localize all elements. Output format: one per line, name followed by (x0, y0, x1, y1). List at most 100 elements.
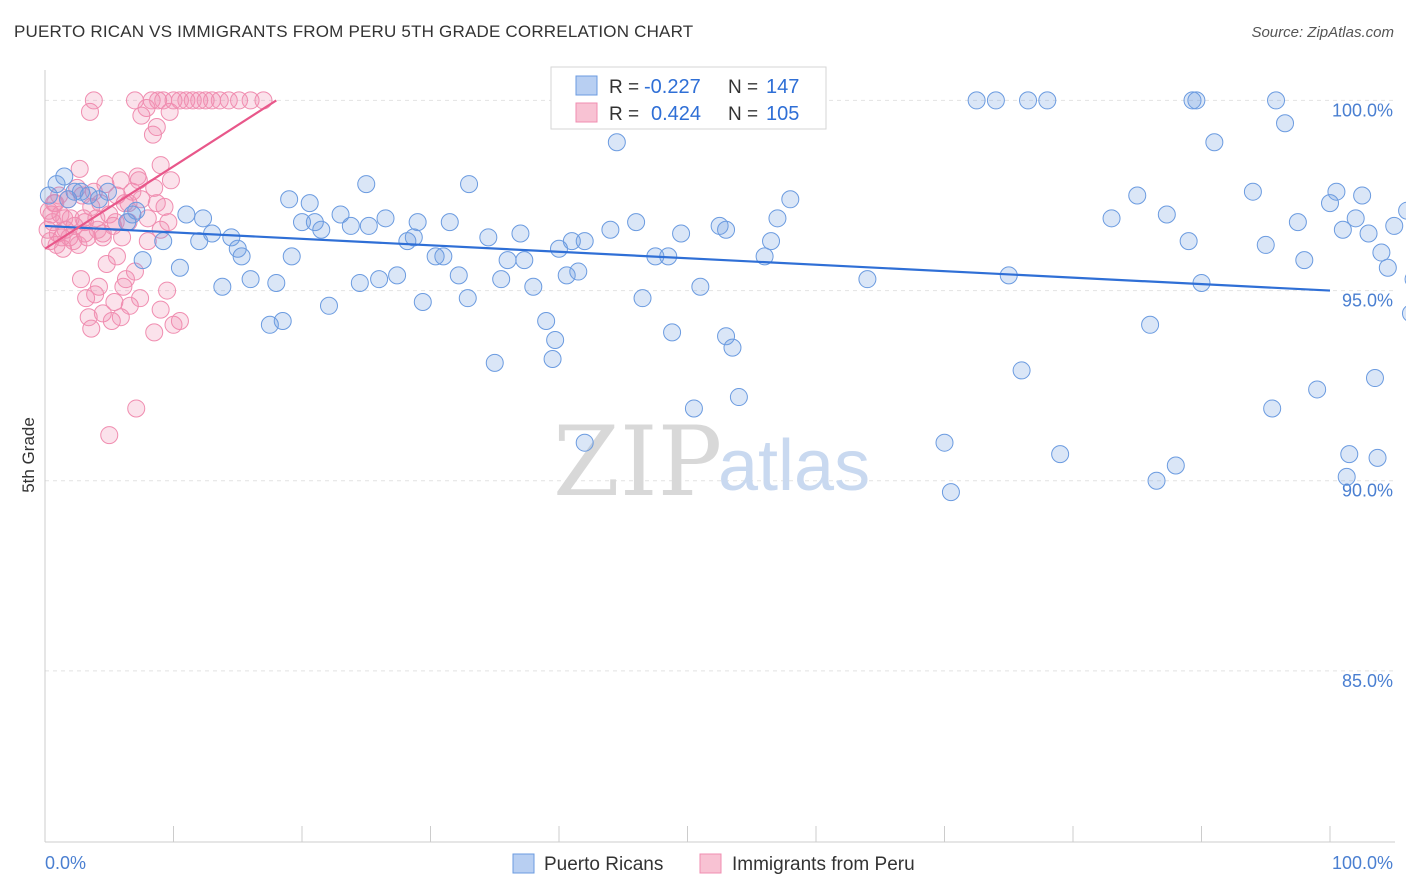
puerto-rican-point (170, 258, 189, 277)
puerto-rican-point (858, 270, 877, 289)
legend-r-value-2: 0.424 (651, 103, 701, 125)
axes (44, 70, 1395, 843)
puerto-rican-point (1102, 209, 1121, 228)
ticks: 100.0% 95.0% 90.0% 85.0% 0.0% 100.0% (45, 100, 1393, 873)
peru-immigrant-point (131, 289, 150, 308)
watermark-atlas: atlas (718, 426, 870, 506)
puerto-rican-point (1359, 224, 1378, 243)
puerto-rican-point (935, 433, 954, 452)
puerto-rican-point (601, 220, 620, 239)
peru-immigrant-point (82, 319, 101, 338)
x-tick-label-min: 0.0% (45, 853, 86, 873)
peru-immigrant-point (120, 296, 139, 315)
puerto-rican-point (524, 277, 543, 296)
puerto-rican-point (98, 182, 117, 201)
legend-box: R = -0.227 N = 147 R = 0.424 N = 105 (550, 66, 827, 130)
legend-n-value-2: 105 (766, 103, 799, 125)
puerto-rican-point (449, 266, 468, 285)
source-label: Source: ZipAtlas.com (1251, 24, 1394, 41)
peru-immigrant-point (107, 247, 126, 266)
trend-lines (44, 99, 1331, 292)
bottom-legend-immigrants-from-peru: Immigrants from Peru (732, 854, 915, 875)
puerto-rican-point (1365, 369, 1384, 388)
puerto-rican-point (569, 262, 588, 281)
puerto-rican-point (717, 220, 736, 239)
puerto-rican-point (575, 433, 594, 452)
peru-immigrant-point (170, 91, 189, 110)
y-axis-label: 5th Grade (19, 417, 38, 493)
peru-immigrant-point (71, 270, 90, 289)
puerto-rican-point (1372, 243, 1391, 262)
peru-immigrant-point (183, 91, 202, 110)
bottom-legend-puerto-ricans: Puerto Ricans (544, 854, 663, 875)
puerto-rican-point (986, 91, 1005, 110)
puerto-rican-point (404, 228, 423, 247)
puerto-rican-point (1378, 258, 1397, 277)
puerto-rican-point (729, 388, 748, 407)
puerto-rican-point (1368, 448, 1387, 467)
puerto-rican-point (967, 91, 986, 110)
puerto-rican-point (498, 251, 517, 270)
puerto-rican-point (458, 289, 477, 308)
peru-immigrant-point (145, 323, 164, 342)
puerto-rican-point (133, 251, 152, 270)
peru-immigrant-point (143, 125, 162, 144)
peru-immigrant-point (164, 315, 183, 334)
peru-immigrant-point (111, 171, 130, 190)
bottom-legend: Puerto Ricans Immigrants from Peru (512, 853, 915, 875)
peru-immigrant-point (138, 232, 157, 251)
puerto-rican-point (426, 247, 445, 266)
puerto-rican-point (388, 266, 407, 285)
puerto-rican-point (118, 213, 137, 232)
puerto-rican-point (280, 190, 299, 209)
puerto-rican-point (1401, 305, 1406, 321)
puerto-rican-point (154, 232, 173, 251)
puerto-rican-point (546, 331, 565, 350)
puerto-rican-point (1157, 205, 1176, 224)
peru-immigrant-point (161, 171, 180, 190)
legend-r-value-1: -0.227 (644, 76, 701, 98)
puerto-rican-point (1012, 361, 1031, 380)
watermark-zip: ZIP (553, 406, 722, 518)
chart-title: PUERTO RICAN VS IMMIGRANTS FROM PERU 5TH… (14, 22, 694, 41)
puerto-rican-point (1340, 445, 1359, 464)
puerto-rican-point (575, 232, 594, 251)
peru-immigrant-point (129, 171, 148, 190)
puerto-rican-point (350, 273, 369, 292)
peru-immigrant-point (149, 91, 168, 110)
puerto-rican-point (331, 205, 350, 224)
puerto-rican-point (1141, 315, 1160, 334)
puerto-rican-point (194, 209, 213, 228)
puerto-rican-point (633, 289, 652, 308)
legend-n-label-2: N = (728, 104, 758, 125)
peru-immigrant-point (93, 304, 112, 323)
puerto-rican-point (357, 175, 376, 194)
puerto-rican-point (222, 228, 241, 247)
puerto-rican-point (341, 216, 360, 235)
puerto-rican-point (1385, 216, 1404, 235)
puerto-rican-point (1205, 133, 1224, 152)
puerto-rican-point (1166, 456, 1185, 475)
peru-immigrant-point (100, 426, 119, 445)
peru-immigrant-point (164, 91, 183, 110)
bottom-legend-swatch-blue (512, 853, 535, 874)
puerto-rican-point (492, 270, 511, 289)
puerto-rican-point (1398, 201, 1406, 220)
peru-immigrant-point (42, 205, 61, 224)
puerto-rican-point (562, 232, 581, 251)
peru-immigrant-point (127, 399, 146, 418)
puerto-rican-point (376, 209, 395, 228)
puerto-rican-point (511, 224, 530, 243)
puerto-rican-point (1128, 186, 1147, 205)
peru-immigrant-point (241, 91, 260, 110)
puerto-rican-point (762, 232, 781, 251)
puerto-rican-point (47, 175, 66, 194)
peru-immigrant-point (196, 91, 215, 110)
puerto-rican-point (723, 338, 742, 357)
puerto-rican-point (312, 220, 331, 239)
peru-immigrant-point (105, 292, 124, 311)
peru-immigrant-point (80, 102, 99, 121)
trend-line-immigrants-from-peru (44, 99, 277, 250)
peru-immigrant-point (84, 91, 103, 110)
